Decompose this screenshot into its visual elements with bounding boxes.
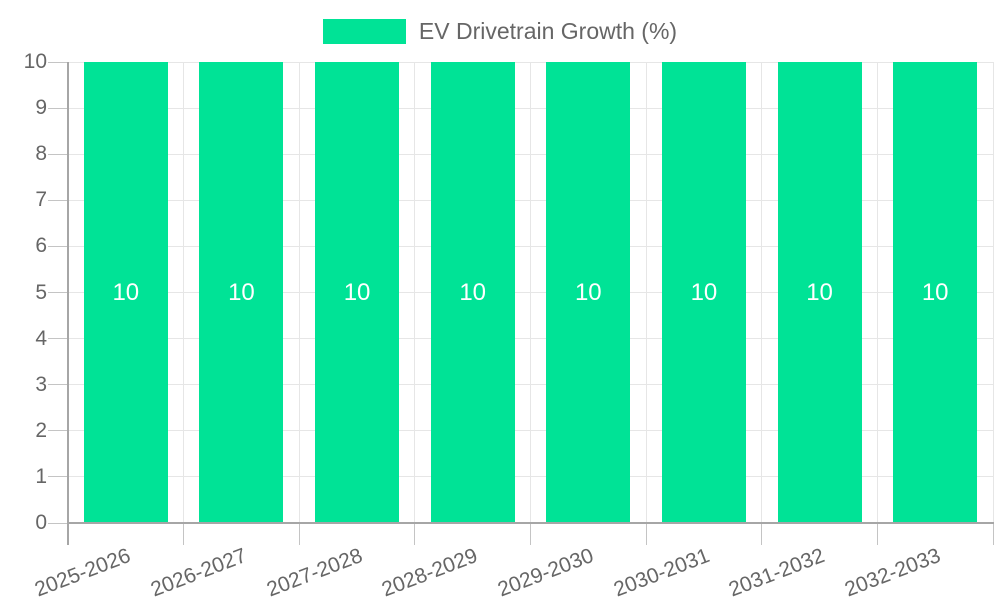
x-axis-tick: [183, 523, 185, 545]
y-tick-label: 3: [35, 372, 47, 396]
y-axis-tick: [48, 522, 68, 524]
bar-2029-2030[interactable]: 10: [546, 62, 631, 523]
bar-value-label: 10: [459, 278, 487, 306]
y-tick-label: 10: [23, 50, 47, 73]
y-axis-tick: [48, 61, 68, 63]
bar-2031-2032[interactable]: 10: [777, 62, 862, 523]
y-tick-label: 0: [35, 511, 47, 534]
v-gridline: [761, 62, 763, 523]
y-axis-tick: [48, 245, 68, 247]
bar-2028-2029[interactable]: 10: [430, 62, 515, 523]
x-axis-tick: [992, 523, 994, 545]
y-axis-tick: [48, 153, 68, 155]
x-tick-label: 2025-2026: [32, 544, 135, 600]
y-axis-tick: [48, 384, 68, 386]
bar-value-label: 10: [343, 278, 371, 306]
bar-2025-2026[interactable]: 10: [83, 62, 168, 523]
x-tick-label: 2029-2030: [494, 544, 597, 600]
y-tick-label: 4: [35, 326, 47, 350]
y-tick-label: 1: [35, 464, 47, 488]
bar-value-label: 10: [228, 278, 255, 306]
chart-legend[interactable]: EV Drivetrain Growth (%): [0, 17, 1000, 45]
legend-swatch: [322, 18, 406, 44]
y-tick-label: 9: [35, 96, 47, 120]
y-tick-label: 2: [35, 418, 47, 442]
y-tick-label: 7: [35, 188, 47, 212]
y-axis-tick: [48, 338, 68, 340]
x-tick-label: 2028-2029: [378, 544, 481, 600]
x-axis-line: [67, 522, 994, 524]
y-axis-tick: [48, 430, 68, 432]
x-tick-label: 2032-2033: [841, 544, 944, 600]
x-tick-label: 2031-2032: [725, 544, 828, 600]
bar-value-label: 10: [806, 278, 833, 306]
y-axis-tick: [48, 107, 68, 109]
bar-value-label: 10: [921, 278, 949, 306]
v-gridline: [530, 62, 531, 523]
y-tick-label: 5: [35, 280, 47, 304]
bar-value-label: 10: [574, 278, 602, 306]
v-gridline: [414, 62, 416, 523]
y-tick-label: 8: [35, 142, 47, 166]
y-axis-line: [67, 62, 69, 545]
x-tick-label: 2026-2027: [147, 544, 250, 600]
y-axis-tick: [48, 199, 68, 201]
x-axis-tick: [414, 523, 416, 545]
bar-value-label: 10: [112, 278, 140, 306]
v-gridline: [876, 62, 878, 523]
bar-2027-2028[interactable]: 10: [315, 62, 400, 523]
x-axis-tick: [530, 523, 531, 545]
bar-2030-2031[interactable]: 10: [661, 62, 746, 523]
v-gridline: [645, 62, 647, 523]
x-axis-tick: [761, 523, 763, 545]
x-axis-tick: [645, 523, 647, 545]
bar-2026-2027[interactable]: 10: [199, 62, 284, 523]
v-gridline: [298, 62, 300, 523]
bar-value-label: 10: [690, 278, 718, 306]
y-axis-tick: [48, 292, 68, 293]
legend-label: EV Drivetrain Growth (%): [418, 18, 678, 44]
v-gridline: [992, 62, 994, 523]
y-axis-tick: [48, 476, 68, 478]
x-axis-tick: [298, 523, 300, 545]
x-tick-label: 2030-2031: [610, 544, 713, 600]
y-tick-label: 6: [35, 234, 47, 258]
x-tick-label: 2027-2028: [263, 544, 366, 600]
x-axis-tick: [876, 523, 878, 545]
bar-2032-2033[interactable]: 10: [893, 62, 978, 523]
v-gridline: [183, 62, 185, 523]
